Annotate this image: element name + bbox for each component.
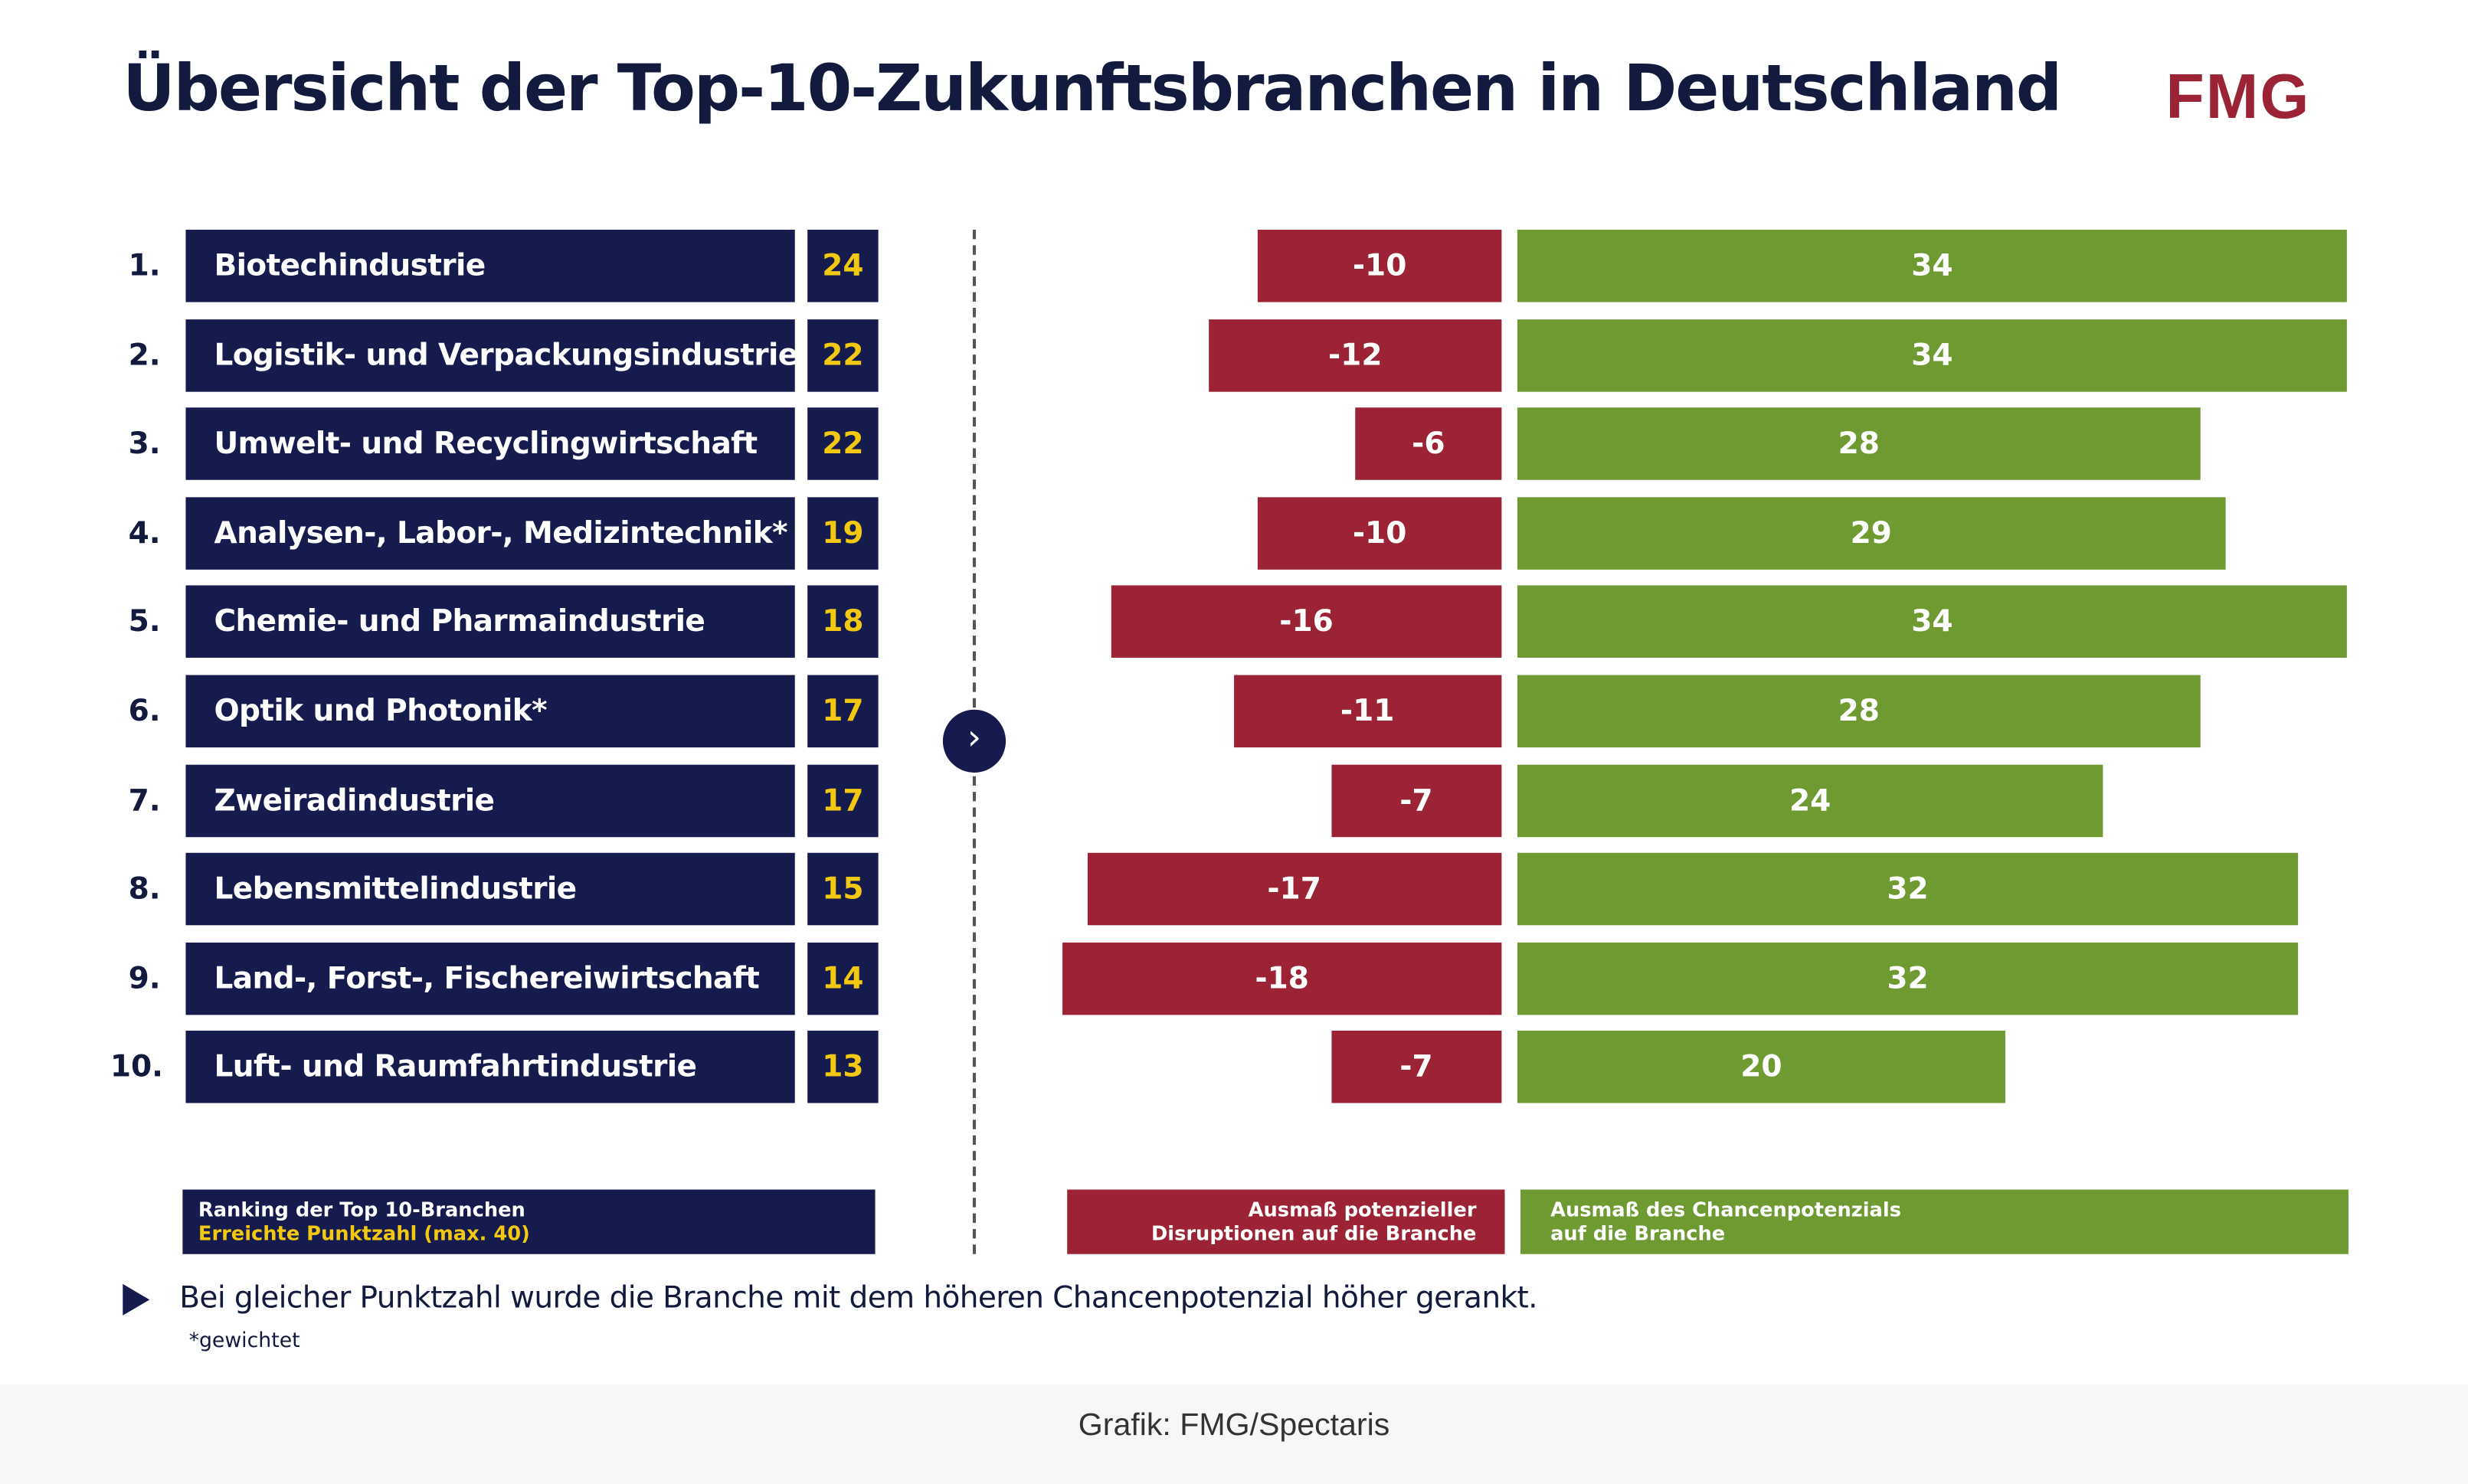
score-label: 17 bbox=[807, 763, 879, 837]
category-label: Logistik- und Verpackungsindustrie bbox=[185, 319, 798, 391]
chance-bar: 24 bbox=[1517, 763, 2103, 837]
category-label: Land-, Forst-, Fischereiwirtschaft bbox=[185, 942, 795, 1015]
chance-bar: 28 bbox=[1517, 407, 2201, 481]
rank-label: 9. bbox=[128, 961, 161, 996]
rank-label: 1. bbox=[128, 248, 161, 283]
chance-bar: 34 bbox=[1517, 230, 2347, 302]
score-label: 18 bbox=[807, 586, 879, 659]
rank-label: 2. bbox=[128, 337, 161, 373]
disruption-bar: -12 bbox=[1209, 319, 1502, 391]
chance-bar: 34 bbox=[1517, 319, 2347, 391]
legend-ranking-label: Ranking der Top 10-Branchen bbox=[198, 1197, 525, 1221]
ranking-note: Bei gleicher Punktzahl wurde die Branche… bbox=[179, 1280, 1537, 1316]
category-label: Biotechindustrie bbox=[185, 230, 795, 302]
legend-disruption-line1: Ausmaß potenzieller bbox=[1248, 1197, 1477, 1221]
footnote: *gewichtet bbox=[188, 1329, 300, 1354]
legend-disruption: Ausmaß potenzieller Disruptionen auf die… bbox=[1067, 1189, 1505, 1254]
chevron-right-icon: › bbox=[942, 709, 1007, 773]
disruption-bar: -10 bbox=[1257, 230, 1502, 302]
legend-chance-line2: auf die Branche bbox=[1550, 1221, 1726, 1245]
disruption-bar: -18 bbox=[1062, 942, 1502, 1015]
disruption-bar: -10 bbox=[1257, 496, 1502, 570]
disruption-bar: -11 bbox=[1233, 675, 1502, 748]
legend-disruption-line2: Disruptionen auf die Branche bbox=[1151, 1221, 1477, 1245]
category-label: Lebensmittelindustrie bbox=[185, 853, 795, 926]
disruption-bar: -17 bbox=[1086, 853, 1502, 926]
rank-label: 3. bbox=[128, 427, 161, 462]
category-label: Luft- und Raumfahrtindustrie bbox=[185, 1031, 795, 1104]
chance-bar: 29 bbox=[1517, 496, 2225, 570]
score-label: 22 bbox=[807, 407, 879, 481]
fmg-logo: FMG bbox=[2165, 63, 2311, 132]
category-label: Zweiradindustrie bbox=[185, 763, 795, 837]
rank-label: 7. bbox=[128, 783, 161, 818]
score-label: 17 bbox=[807, 675, 879, 748]
source-caption: Grafik: FMG/Spectaris bbox=[1078, 1408, 1390, 1443]
rank-label: 6. bbox=[128, 694, 161, 729]
legend-chance: Ausmaß des Chancenpotenzials auf die Bra… bbox=[1520, 1189, 2349, 1254]
score-label: 19 bbox=[807, 496, 879, 570]
legend-score-label: Erreichte Punktzahl (max. 40) bbox=[198, 1221, 530, 1245]
chance-bar: 20 bbox=[1517, 1031, 2005, 1104]
score-label: 24 bbox=[807, 230, 879, 302]
triangle-right-icon bbox=[123, 1283, 150, 1316]
score-label: 13 bbox=[807, 1031, 879, 1104]
legend-chance-line1: Ausmaß des Chancenpotenzials bbox=[1550, 1197, 1901, 1221]
chance-bar: 34 bbox=[1517, 586, 2347, 659]
category-label: Chemie- und Pharmaindustrie bbox=[185, 586, 795, 659]
rank-label: 8. bbox=[128, 871, 161, 907]
rank-label: 5. bbox=[128, 604, 161, 640]
category-label: Optik und Photonik* bbox=[185, 675, 795, 748]
category-label: Umwelt- und Recyclingwirtschaft bbox=[185, 407, 795, 481]
rank-label: 10. bbox=[110, 1050, 164, 1085]
chance-bar: 32 bbox=[1517, 853, 2299, 926]
disruption-bar: -7 bbox=[1331, 1031, 1502, 1104]
rank-label: 4. bbox=[128, 515, 161, 551]
footer-band bbox=[0, 1384, 2468, 1484]
disruption-bar: -6 bbox=[1355, 407, 1502, 481]
score-label: 15 bbox=[807, 853, 879, 926]
chance-bar: 32 bbox=[1517, 942, 2299, 1015]
category-label: Analysen-, Labor-, Medizintechnik* bbox=[185, 496, 795, 570]
page-title: Übersicht der Top-10-Zukunftsbranchen in… bbox=[123, 50, 2062, 126]
score-label: 22 bbox=[807, 319, 879, 391]
chance-bar: 28 bbox=[1517, 675, 2201, 748]
disruption-bar: -16 bbox=[1111, 586, 1502, 659]
disruption-bar: -7 bbox=[1331, 763, 1502, 837]
legend-ranking: Ranking der Top 10-Branchen Erreichte Pu… bbox=[182, 1189, 876, 1254]
score-label: 14 bbox=[807, 942, 879, 1015]
